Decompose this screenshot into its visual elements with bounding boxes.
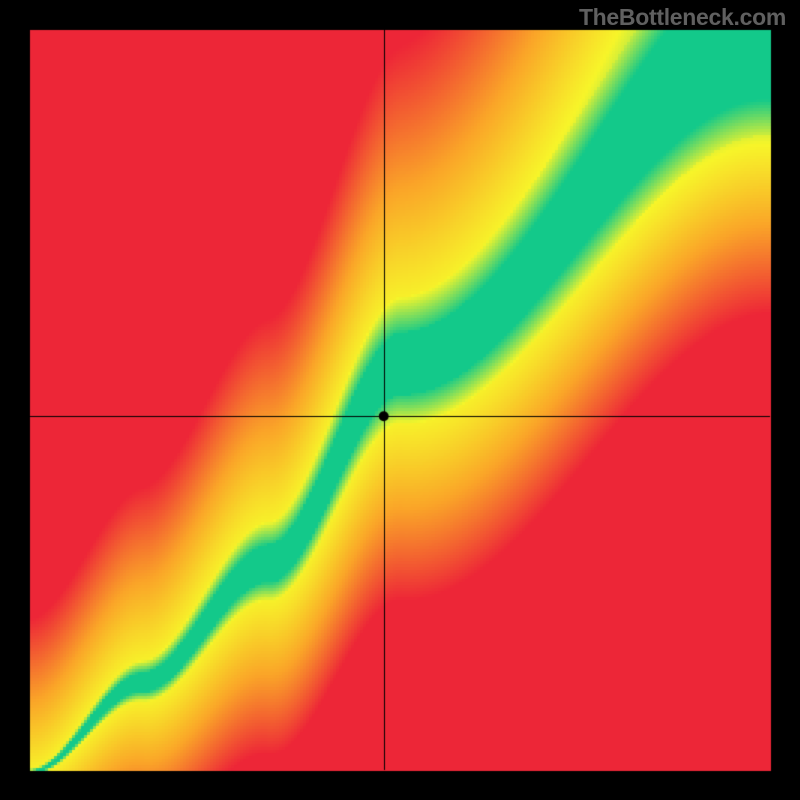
chart-container: TheBottleneck.com	[0, 0, 800, 800]
watermark-text: TheBottleneck.com	[579, 4, 786, 31]
heatmap-canvas	[0, 0, 800, 800]
